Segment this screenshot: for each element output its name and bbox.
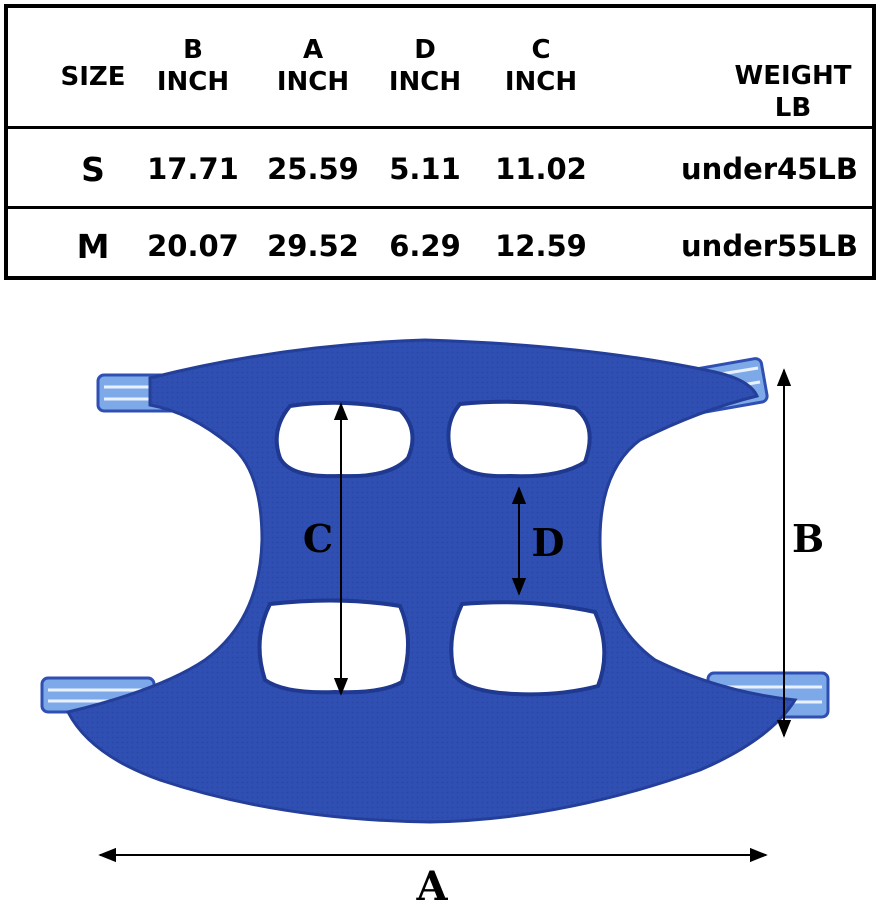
header-d-unit: INCH [388, 67, 462, 97]
header-b-unit: INCH [156, 67, 230, 97]
b-value: 20.07 [147, 229, 239, 263]
header-a: A INCH [258, 8, 368, 124]
d-value: 6.29 [389, 229, 461, 263]
leg-hole-top-right [446, 399, 592, 479]
harness-body [65, 338, 798, 824]
leg-hole-bottom-left [257, 598, 411, 695]
size-value: S [81, 149, 105, 189]
table-header-row: SIZE B INCH A INCH D INCH C INCH WEIGHT … [8, 8, 872, 124]
header-c: C INCH [486, 8, 596, 124]
header-b: B INCH [138, 8, 248, 124]
harness-diagram: A B C D [0, 290, 886, 910]
a-value: 25.59 [267, 152, 359, 186]
header-a-letter: A [302, 35, 324, 65]
leg-hole-top-left [274, 400, 415, 479]
label-a: A [415, 863, 448, 907]
a-value: 29.52 [267, 229, 359, 263]
leg-hole-bottom-right [449, 600, 607, 697]
size-value: M [76, 226, 110, 266]
header-c-letter: C [531, 35, 551, 65]
header-d: D INCH [370, 8, 480, 124]
header-b-letter: B [183, 35, 203, 65]
harness-illustration: A B C D [40, 338, 830, 910]
header-size-label: SIZE [60, 62, 126, 92]
header-weight-unit: LB [774, 93, 812, 123]
c-value: 11.02 [495, 152, 587, 186]
header-c-unit: INCH [504, 67, 578, 97]
table-row: S 17.71 25.59 5.11 11.02 under45LB [8, 126, 872, 209]
header-size: SIZE [38, 8, 148, 124]
label-c: C [303, 516, 333, 561]
header-weight-label: WEIGHT [734, 61, 852, 91]
weight-value: under55LB [681, 229, 858, 263]
header-d-letter: D [414, 35, 436, 65]
b-value: 17.71 [147, 152, 239, 186]
d-value: 5.11 [389, 152, 461, 186]
header-a-unit: INCH [276, 67, 350, 97]
label-b: B [792, 516, 824, 561]
label-d: D [532, 520, 565, 565]
header-weight: WEIGHT LB [648, 8, 858, 124]
c-value: 12.59 [495, 229, 587, 263]
table-row: M 20.07 29.52 6.29 12.59 under55LB [8, 206, 872, 283]
weight-value: under45LB [681, 152, 858, 186]
size-chart-table: SIZE B INCH A INCH D INCH C INCH WEIGHT … [4, 4, 876, 280]
